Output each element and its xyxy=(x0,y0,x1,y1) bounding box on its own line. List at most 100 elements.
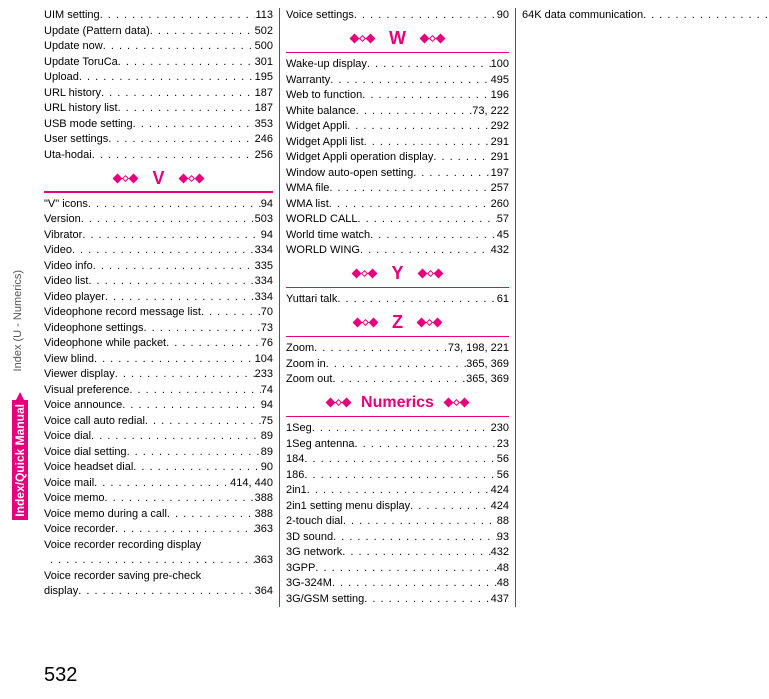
index-entry: User settings246 xyxy=(44,132,273,148)
entry-dots xyxy=(118,101,255,117)
entry-page: 187 xyxy=(255,86,273,102)
entry-label: Voice mail xyxy=(44,476,94,492)
entry-dots xyxy=(88,197,261,213)
index-entry: Video334 xyxy=(44,243,273,259)
entry-dots xyxy=(92,148,255,164)
entry-dots xyxy=(201,305,261,321)
index-entry: 3D sound93 xyxy=(286,530,509,546)
entry-page: 48 xyxy=(497,561,509,577)
entry-label: Zoom out xyxy=(286,372,332,388)
entry-dots xyxy=(329,197,491,213)
entry-label: Videophone settings xyxy=(44,321,144,337)
entry-label: 2in1 xyxy=(286,483,307,499)
entry-dots xyxy=(364,135,491,151)
entry-dots xyxy=(81,212,255,228)
entry-page: 291 xyxy=(491,135,509,151)
index-entry: URL history list187 xyxy=(44,101,273,117)
side-tab-highlight: Index/Quick Manual xyxy=(12,400,28,520)
entry-page: 233 xyxy=(255,367,273,383)
index-entry: Update now500 xyxy=(44,39,273,55)
entry-label: WORLD CALL xyxy=(286,212,358,228)
entry-label: Videophone while packet xyxy=(44,336,166,352)
index-entry: WMA file257 xyxy=(286,181,509,197)
entry-page: 73 xyxy=(261,321,273,337)
index-entry: Warranty495 xyxy=(286,73,509,89)
index-entry: Viewer display233 xyxy=(44,367,273,383)
entry-page: 94 xyxy=(261,398,273,414)
index-entry: "V" icons94 xyxy=(44,197,273,213)
section-rule xyxy=(286,336,509,338)
side-tab-title: Index/Quick Manual xyxy=(13,404,27,517)
entry-page: 93 xyxy=(497,530,509,546)
section-rule xyxy=(286,416,509,418)
entry-label: Voice recorder recording display xyxy=(44,538,201,554)
index-column-2: Voice settings90WWake-up display100Warra… xyxy=(280,8,516,607)
entry-dots xyxy=(91,429,261,445)
section-letter: Z xyxy=(392,312,403,333)
entry-dots xyxy=(367,57,491,73)
entry-dots xyxy=(127,445,261,461)
index-entry: Voice memo388 xyxy=(44,491,273,507)
entry-page: 196 xyxy=(491,88,509,104)
entry-dots xyxy=(115,522,255,538)
entry-label: 3G network xyxy=(286,545,342,561)
index-entry: Yuttari talk61 xyxy=(286,292,509,308)
index-entry: View blind104 xyxy=(44,352,273,368)
index-entry: 1Seg230 xyxy=(286,421,509,437)
entry-label: WMA list xyxy=(286,197,329,213)
entry-label: 1Seg antenna xyxy=(286,437,355,453)
entry-dots xyxy=(94,352,255,368)
entry-dots xyxy=(413,166,490,182)
entry-dots xyxy=(144,321,261,337)
section-rule xyxy=(286,52,509,54)
entry-dots xyxy=(315,561,496,577)
entry-dots xyxy=(364,592,490,608)
entry-label: 3G-324M xyxy=(286,576,332,592)
entry-dots xyxy=(150,24,255,40)
entry-page: 23 xyxy=(497,437,509,453)
entry-page: 89 xyxy=(261,429,273,445)
entry-dots xyxy=(101,86,255,102)
entry-dots xyxy=(312,421,491,437)
entry-label: Wake-up display xyxy=(286,57,367,73)
entry-label: Voice memo xyxy=(44,491,105,507)
entry-dots xyxy=(166,336,261,352)
entry-label: Voice headset dial xyxy=(44,460,133,476)
index-entry: USB mode setting353 xyxy=(44,117,273,133)
entry-dots xyxy=(100,8,256,24)
entry-page: 502 xyxy=(255,24,273,40)
entry-dots xyxy=(356,104,473,120)
entry-page: 495 xyxy=(491,73,509,89)
entry-page: 94 xyxy=(261,228,273,244)
entry-page: 424 xyxy=(491,499,509,515)
entry-page: 414, 440 xyxy=(230,476,273,492)
entry-dots xyxy=(342,545,490,561)
entry-page: 365, 369 xyxy=(466,372,509,388)
index-entry: Video info335 xyxy=(44,259,273,275)
entry-dots xyxy=(145,414,261,430)
entry-dots xyxy=(410,499,491,515)
index-entry: 2in1 setting menu display424 xyxy=(286,499,509,515)
entry-label: Update now xyxy=(44,39,103,55)
entry-dots xyxy=(50,553,255,569)
entry-dots xyxy=(370,228,497,244)
entry-dots xyxy=(332,576,497,592)
entry-dots xyxy=(326,357,466,373)
entry-page: 57 xyxy=(497,212,509,228)
entry-page: 48 xyxy=(497,576,509,592)
entry-label: Yuttari talk xyxy=(286,292,337,308)
entry-label: Zoom xyxy=(286,341,314,357)
section-header: Z xyxy=(286,312,509,334)
index-entry: 2in1 424 xyxy=(286,483,509,499)
entry-page: 424 xyxy=(491,483,509,499)
entry-label: 3GPP xyxy=(286,561,315,577)
entry-page: 503 xyxy=(255,212,273,228)
entry-page: 76 xyxy=(261,336,273,352)
entry-dots xyxy=(167,507,255,523)
entry-page: 45 xyxy=(497,228,509,244)
entry-page: 73, 222 xyxy=(472,104,509,120)
entry-label: Uta-hodai xyxy=(44,148,92,164)
entry-page: 291 xyxy=(491,150,509,166)
entry-dots xyxy=(304,468,496,484)
entry-dots xyxy=(343,514,497,530)
